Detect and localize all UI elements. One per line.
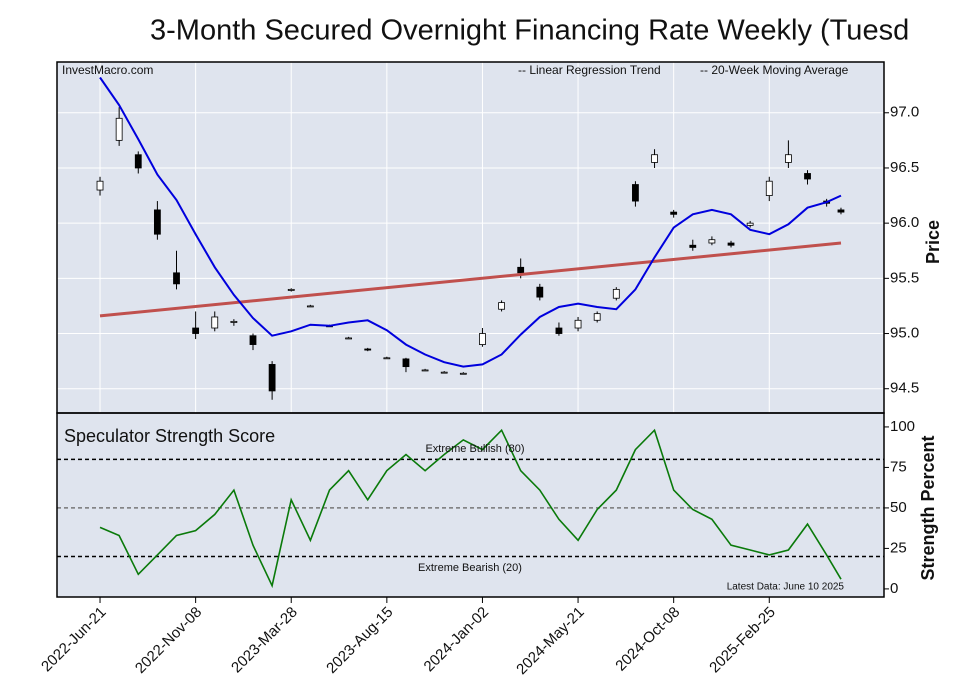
candle-body bbox=[689, 244, 697, 248]
candle-body bbox=[765, 180, 773, 196]
y-axis-label: Price bbox=[923, 220, 943, 264]
candle-body bbox=[536, 286, 544, 298]
candle-body bbox=[153, 209, 161, 235]
price-panel bbox=[57, 62, 884, 413]
candle-body bbox=[364, 348, 372, 351]
panel-title: Speculator Strength Score bbox=[64, 426, 275, 446]
y-tick-label: 97.0 bbox=[890, 104, 919, 121]
candle-body bbox=[421, 369, 429, 372]
y-tick-label: 94.5 bbox=[890, 380, 919, 397]
candle-body bbox=[249, 335, 257, 345]
candle-body bbox=[211, 316, 219, 329]
candle-body bbox=[192, 327, 200, 334]
series-line bbox=[99, 241, 842, 318]
legend-entry: -- Linear Regression Trend bbox=[518, 63, 661, 77]
candle-body bbox=[383, 357, 391, 360]
source: InvestMacro.com bbox=[62, 63, 153, 77]
series-line bbox=[99, 428, 842, 589]
candle-body bbox=[402, 358, 410, 368]
candle-body bbox=[134, 154, 142, 169]
candle-body bbox=[345, 337, 353, 340]
legend-entry: -- 20-Week Moving Average bbox=[700, 63, 849, 77]
y-tick-label: 75 bbox=[890, 458, 907, 475]
chart-title: 3-Month Secured Overnight Financing Rate… bbox=[150, 15, 909, 47]
candle-body bbox=[746, 222, 754, 226]
candle-body bbox=[115, 117, 123, 141]
annotation: Extreme Bullish (80) bbox=[425, 443, 524, 455]
candle-body bbox=[804, 173, 811, 180]
strength-frame bbox=[56, 412, 885, 598]
y-tick-label: 95.5 bbox=[890, 269, 919, 286]
annotation: Extreme Bearish (20) bbox=[418, 562, 522, 574]
marks bbox=[57, 76, 884, 589]
candle-body bbox=[837, 209, 845, 213]
annotation: Latest Data: June 10 2025 bbox=[727, 582, 845, 593]
candle-body bbox=[670, 211, 678, 215]
candle-body bbox=[708, 239, 716, 244]
candle-body bbox=[574, 319, 582, 329]
series-line bbox=[99, 76, 842, 368]
candle-body bbox=[517, 266, 525, 274]
candle-body bbox=[173, 272, 180, 285]
candle-body bbox=[230, 320, 238, 323]
candle-body bbox=[651, 154, 658, 163]
candle-body bbox=[593, 313, 601, 321]
candle-body bbox=[268, 364, 276, 392]
candle-body bbox=[632, 184, 639, 202]
candle-body bbox=[727, 242, 735, 246]
y-tick-label: 50 bbox=[890, 499, 907, 516]
candle-body bbox=[498, 302, 505, 310]
candle-body bbox=[306, 305, 314, 308]
y-tick-label: 96.5 bbox=[890, 159, 919, 176]
candle-body bbox=[287, 288, 295, 291]
candle-body bbox=[555, 327, 563, 334]
y-tick-label: 25 bbox=[890, 539, 907, 556]
y-tick-label: 0 bbox=[890, 580, 898, 597]
y-axis-label: Strength Percent bbox=[918, 435, 938, 580]
candle-body bbox=[479, 333, 486, 345]
candle-body bbox=[784, 154, 792, 163]
candle-body bbox=[440, 371, 448, 374]
y-tick-label: 96.0 bbox=[890, 214, 919, 231]
candle-body bbox=[96, 180, 104, 191]
y-tick-label: 95.0 bbox=[890, 324, 919, 341]
candle-body bbox=[612, 288, 620, 299]
candle-body bbox=[459, 372, 467, 375]
y-tick-label: 100 bbox=[890, 418, 915, 435]
